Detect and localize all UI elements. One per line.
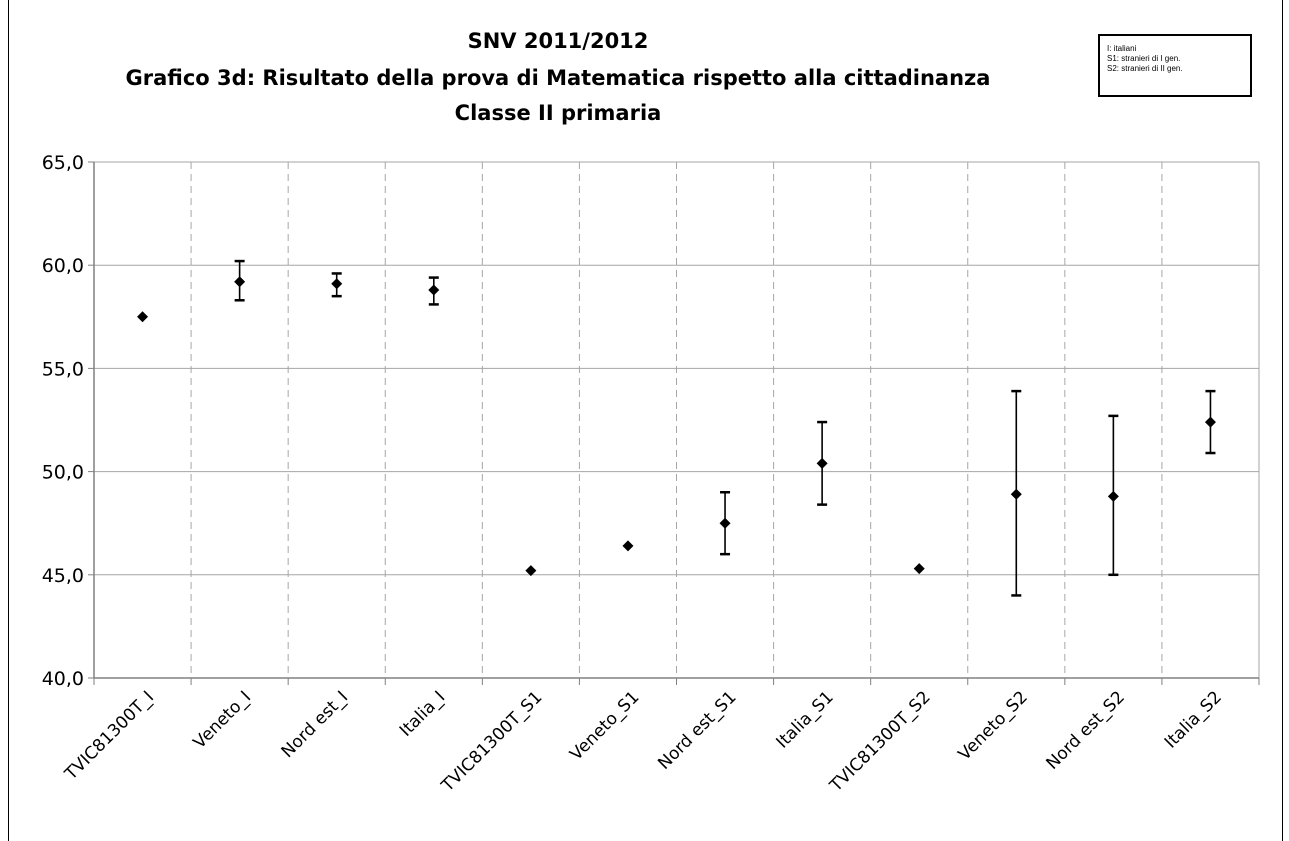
x-axis-tick-labels: TVIC81300T_I Veneto_I Nord est_I Italia_ITV… xyxy=(61,687,1226,796)
chart-title-line-1: SNV 2011/2012 xyxy=(468,29,649,53)
data-point-diamond xyxy=(331,278,343,290)
x-tick-label: Nord est_S2 xyxy=(1043,687,1129,773)
data-point-diamond xyxy=(137,311,149,323)
data-points xyxy=(137,276,1216,577)
y-tick-label: 65,0 xyxy=(42,152,84,174)
y-tick-label: 45,0 xyxy=(42,565,84,587)
data-point-diamond xyxy=(525,565,537,577)
data-point-diamond xyxy=(719,517,731,529)
data-point-diamond xyxy=(1010,488,1022,500)
x-tick-label: Italia_S2 xyxy=(1161,687,1226,752)
x-tick-label: Veneto_S2 xyxy=(955,687,1032,764)
axes xyxy=(88,161,1260,685)
legend-entry-3: S2: stranieri di II gen. xyxy=(1107,64,1183,73)
x-tick-label: TVIC81300T_S1 xyxy=(437,687,546,796)
y-tick-label: 60,0 xyxy=(42,255,84,277)
data-point-diamond xyxy=(1204,416,1216,428)
x-tick-label: Veneto_S1 xyxy=(566,687,643,764)
data-point-diamond xyxy=(234,276,246,288)
x-tick-label: Nord est_I xyxy=(278,687,353,762)
x-tick-label: Italia_I xyxy=(396,687,449,740)
y-axis-tick-labels: 40,0 45,0 50,0 55,0 60,0 65,0 xyxy=(42,152,84,690)
data-point-diamond xyxy=(428,284,440,296)
chart-title-line-3: Classe II primaria xyxy=(455,101,662,125)
legend-entry-1: I: italiani xyxy=(1107,44,1137,53)
grid xyxy=(94,161,1260,678)
data-point-diamond xyxy=(622,540,634,552)
chart-title-line-2: Grafico 3d: Risultato della prova di Mat… xyxy=(126,66,991,90)
data-point-diamond xyxy=(816,457,828,469)
x-tick-label: Italia_S1 xyxy=(773,687,838,752)
error-bars xyxy=(234,259,1216,597)
legend: I: italiani S1: stranieri di I gen. S2: … xyxy=(1098,34,1252,97)
x-tick-label: TVIC81300T_I xyxy=(61,687,158,784)
x-tick-label: Veneto_I xyxy=(190,687,255,752)
y-tick-label: 55,0 xyxy=(42,358,84,380)
x-tick-label: TVIC81300T_S2 xyxy=(826,687,935,796)
chart-title-group: SNV 2011/2012 Grafico 3d: Risultato dell… xyxy=(126,29,991,125)
chart-frame xyxy=(8,0,1283,841)
y-tick-label: 40,0 xyxy=(42,668,84,690)
legend-box xyxy=(1098,34,1252,97)
x-tick-label: Nord est_S1 xyxy=(654,687,740,773)
legend-entry-2: S1: stranieri di I gen. xyxy=(1107,54,1180,63)
data-point-diamond xyxy=(913,563,925,575)
y-tick-label: 50,0 xyxy=(42,462,84,484)
data-point-diamond xyxy=(1107,490,1119,502)
